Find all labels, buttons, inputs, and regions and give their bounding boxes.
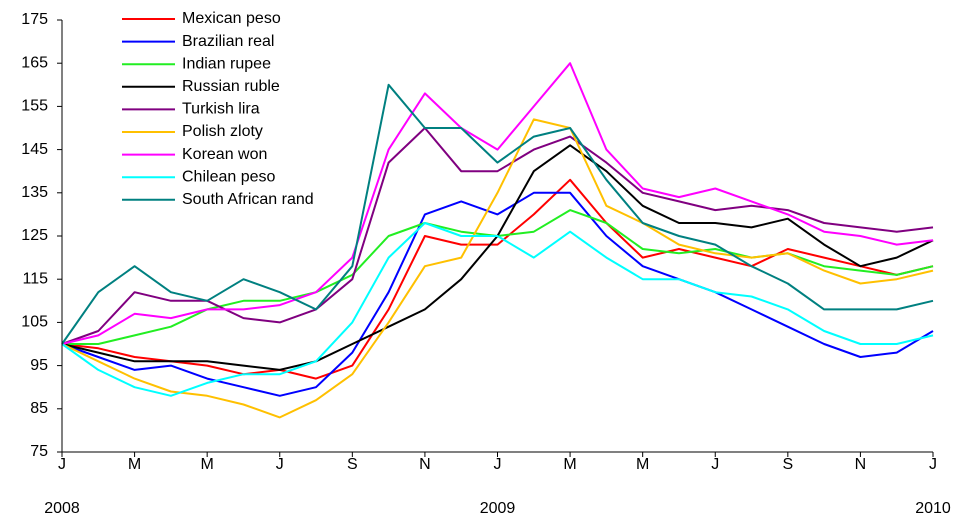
year-label: 2010 xyxy=(915,500,951,517)
legend-label: Korean won xyxy=(182,146,267,163)
x-tick-label: N xyxy=(419,456,431,473)
series-line xyxy=(61,191,934,397)
legend-label: South African rand xyxy=(182,191,314,208)
legend-label: Chilean peso xyxy=(182,168,276,185)
legend-label: Mexican peso xyxy=(182,10,281,27)
x-tick-label: M xyxy=(636,456,649,473)
legend-label: Indian rupee xyxy=(182,55,271,72)
series-line xyxy=(61,83,934,345)
legend-label: Turkish lira xyxy=(182,101,260,118)
x-tick-label: J xyxy=(276,456,284,473)
series-line xyxy=(61,222,934,397)
x-tick-label: J xyxy=(58,456,66,473)
year-label: 2008 xyxy=(44,500,80,517)
y-tick-label: 115 xyxy=(22,270,48,287)
y-tick-label: 165 xyxy=(21,54,48,71)
y-tick-label: 105 xyxy=(21,314,48,331)
y-tick-label: 85 xyxy=(30,400,48,417)
x-tick-label: M xyxy=(201,456,214,473)
x-tick-label: J xyxy=(711,456,719,473)
x-tick-label: J xyxy=(929,456,937,473)
x-tick-label: J xyxy=(494,456,502,473)
series-line xyxy=(61,118,934,419)
legend-label: Polish zloty xyxy=(182,123,263,140)
series-line xyxy=(61,178,934,380)
series-line xyxy=(61,62,934,345)
y-tick-label: 175 xyxy=(21,11,48,28)
y-tick-label: 145 xyxy=(21,141,48,158)
x-tick-label: S xyxy=(782,456,793,473)
y-tick-label: 135 xyxy=(21,184,48,201)
legend-label: Brazilian real xyxy=(182,33,274,50)
x-tick-label: N xyxy=(855,456,867,473)
legend-label: Russian ruble xyxy=(182,78,280,95)
y-tick-label: 95 xyxy=(30,357,48,374)
x-tick-label: S xyxy=(347,456,358,473)
y-tick-label: 125 xyxy=(21,227,48,244)
x-tick-label: M xyxy=(128,456,141,473)
y-tick-label: 155 xyxy=(21,98,48,115)
x-tick-label: M xyxy=(563,456,576,473)
y-tick-label: 75 xyxy=(30,443,48,460)
year-label: 2009 xyxy=(480,500,516,517)
